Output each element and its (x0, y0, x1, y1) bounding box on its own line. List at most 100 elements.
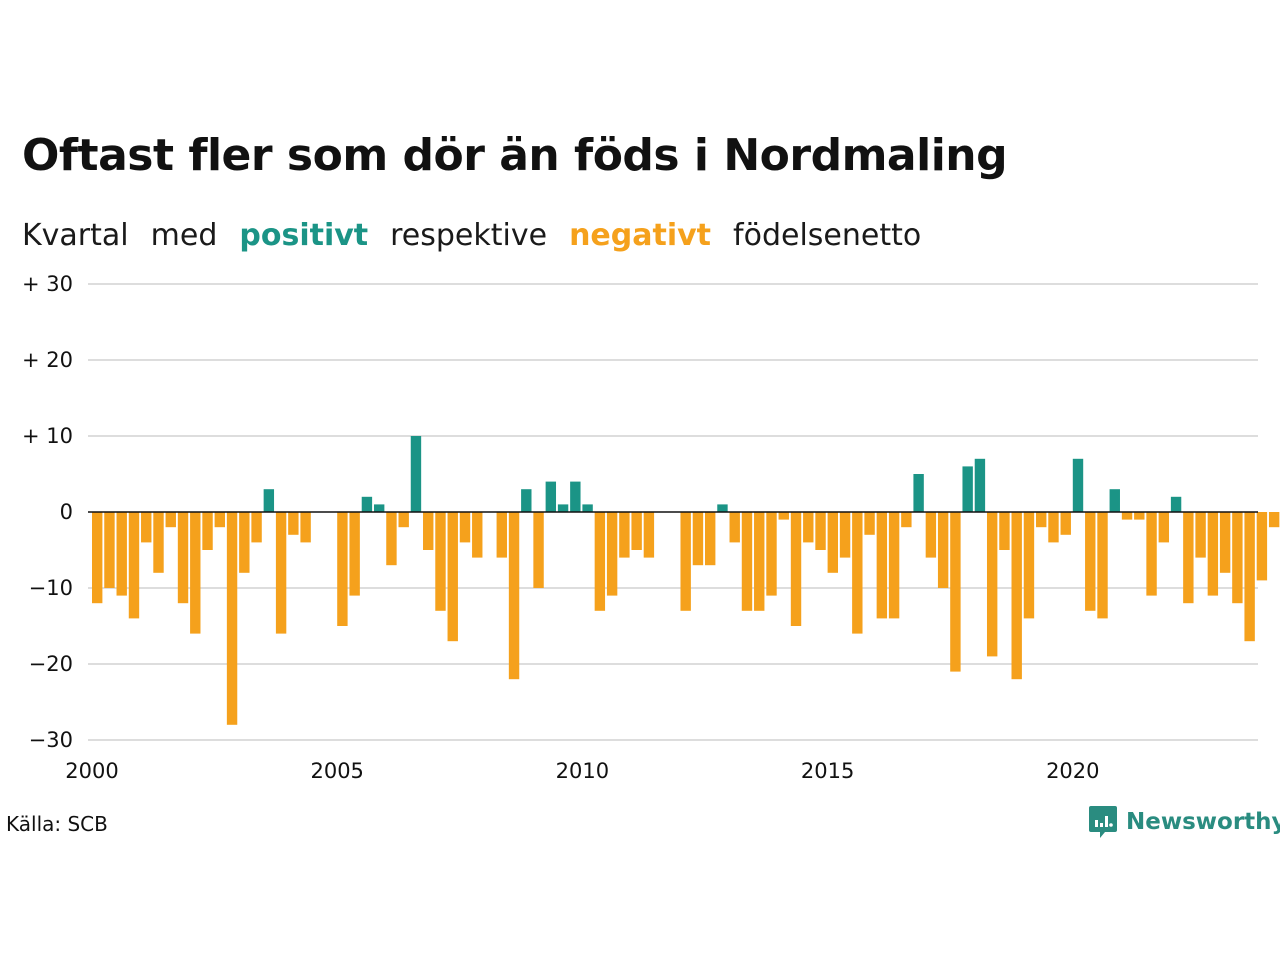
bar (1146, 512, 1157, 596)
bar (263, 489, 275, 512)
bar (1048, 512, 1059, 543)
bar (521, 489, 532, 512)
bar (1158, 512, 1170, 543)
y-tick-label: −20 (29, 652, 73, 676)
bar (1097, 512, 1108, 619)
bar (1072, 458, 1084, 512)
bar (950, 512, 961, 672)
bar (986, 512, 998, 657)
bar-chart: + 30 + 20 + 10 0 −10 −20 −30 2000 2005 2010 2015 20… (22, 272, 1280, 783)
bar (766, 512, 777, 596)
bar (815, 512, 826, 550)
bar (901, 512, 912, 528)
bar (1121, 512, 1133, 520)
bar (128, 512, 140, 619)
bar (177, 512, 189, 604)
bar (717, 504, 728, 512)
bar (92, 512, 103, 604)
bar (852, 512, 863, 634)
x-tick-label: 2020 (1046, 759, 1099, 783)
bar (925, 512, 937, 558)
bar (937, 512, 949, 588)
bar (1183, 512, 1194, 604)
source-note: Källa: SCB (6, 812, 108, 836)
x-tick-label: 2000 (65, 759, 118, 783)
bar (545, 481, 557, 512)
bar (606, 512, 618, 596)
bar (582, 504, 593, 512)
subtitle-part-kvartal: Kvartal (22, 218, 129, 253)
axes: + 30 + 20 + 10 0 −10 −20 −30 2000 2005 2010 2015 20… (22, 272, 1258, 783)
bar (423, 512, 434, 550)
x-tick-label: 2015 (801, 759, 854, 783)
bar (533, 512, 544, 588)
y-tick-label: + 30 (22, 272, 73, 296)
bar (288, 512, 299, 535)
bar (275, 512, 287, 634)
bar (508, 512, 520, 680)
brand-name: Newsworthy (1126, 809, 1280, 835)
bar (557, 504, 569, 512)
bar (435, 512, 446, 611)
bar (361, 496, 373, 512)
bar (631, 512, 642, 550)
bar (705, 512, 716, 566)
bar (165, 512, 176, 528)
bar (741, 512, 753, 611)
bar (692, 512, 704, 566)
x-tick-label: 2010 (556, 759, 609, 783)
bar (300, 512, 311, 543)
subtitle-positive-word: positivt (239, 218, 369, 253)
bar (1207, 512, 1219, 596)
bar (1219, 512, 1231, 573)
y-tick-label: + 20 (22, 348, 73, 372)
bar (876, 512, 888, 619)
bar (827, 512, 838, 573)
bar (803, 512, 814, 543)
bar (864, 512, 875, 535)
y-tick-label: −30 (29, 728, 73, 752)
bar (1232, 512, 1243, 604)
bar (962, 466, 973, 512)
bar (1036, 512, 1047, 528)
bar (913, 474, 924, 512)
bar (386, 512, 397, 566)
bar (1011, 512, 1022, 680)
x-tick-label: 2005 (310, 759, 363, 783)
bar (754, 512, 765, 611)
bar (239, 512, 250, 573)
bar (373, 504, 385, 512)
bar (116, 512, 127, 596)
bar (1170, 496, 1182, 512)
bar (888, 512, 900, 619)
bar (1109, 489, 1120, 512)
bar (226, 512, 238, 725)
bar (398, 512, 409, 528)
bar (643, 512, 655, 558)
bar (974, 458, 986, 512)
subtitle-part-respektive: respektive (390, 218, 548, 253)
bar (790, 512, 802, 626)
bar (839, 512, 851, 558)
bar (153, 512, 164, 573)
bar (1023, 512, 1035, 619)
bar (472, 512, 483, 558)
bar (1060, 512, 1071, 535)
bar (190, 512, 201, 634)
y-tick-label: −10 (29, 576, 73, 600)
bar (104, 512, 115, 588)
bar (778, 512, 789, 520)
bar (1268, 512, 1280, 528)
bar (447, 512, 458, 642)
bar (141, 512, 152, 543)
bars (92, 436, 1280, 725)
bar (1195, 512, 1206, 558)
bar (570, 481, 581, 512)
subtitle-negative-word: negativt (569, 218, 712, 253)
bar (619, 512, 630, 558)
bar (1256, 512, 1268, 581)
bar (1085, 512, 1096, 611)
bar (251, 512, 262, 543)
newsworthy-logo-icon (1089, 806, 1117, 838)
bar (594, 512, 606, 611)
